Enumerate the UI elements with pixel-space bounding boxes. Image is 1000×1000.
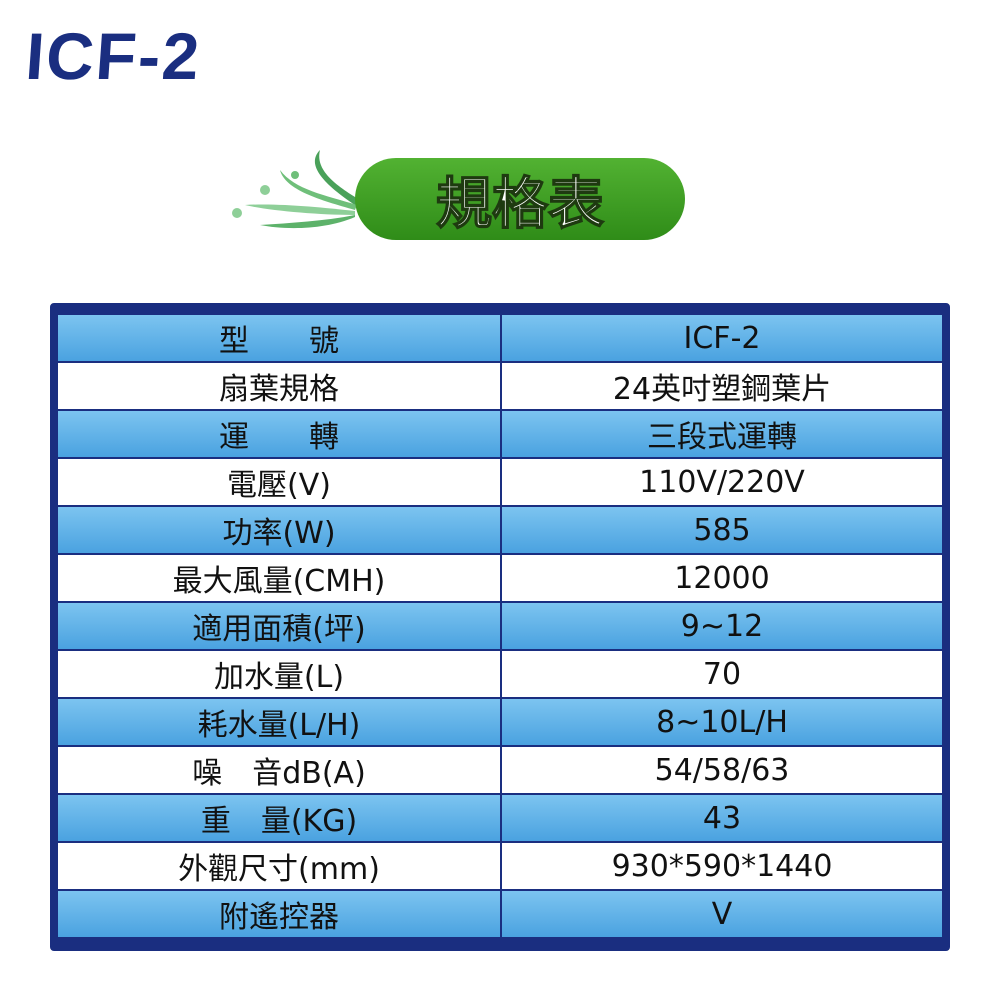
table-row: 適用面積(坪) 9~12 [58, 603, 942, 649]
spec-value: 54/58/63 [502, 747, 942, 793]
table-row: 扇葉規格 24英吋塑鋼葉片 [58, 363, 942, 409]
spec-label: 運 轉 [58, 411, 500, 457]
spec-value: 12000 [502, 555, 942, 601]
spec-value: 585 [502, 507, 942, 553]
title: ICF-2 [23, 19, 204, 93]
spec-label: 外觀尺寸(mm) [58, 843, 500, 889]
spec-label: 最大風量(CMH) [58, 555, 500, 601]
spec-label: 附遙控器 [58, 891, 500, 937]
table-row: 耗水量(L/H) 8~10L/H [58, 699, 942, 745]
table-row: 運 轉三段式運轉 [58, 411, 942, 457]
badge-text: 規格表 [435, 171, 605, 238]
spec-value: 930*590*1440 [502, 843, 942, 889]
table-row: 最大風量(CMH) 12000 [58, 555, 942, 601]
spec-table: 型 號 ICF-2 扇葉規格 24英吋塑鋼葉片運 轉三段式運轉 電壓(V) 110V/22… [50, 303, 950, 951]
spec-label: 耗水量(L/H) [58, 699, 500, 745]
spec-label: 重 量(KG) [58, 795, 500, 841]
spec-label: 噪 音dB(A) [58, 747, 500, 793]
spec-label: 加水量(L) [58, 651, 500, 697]
spec-label: 型 號 [58, 315, 500, 361]
table-row: 加水量(L) 70 [58, 651, 942, 697]
spec-label: 電壓(V) [58, 459, 500, 505]
spec-value: V [502, 891, 942, 937]
spec-value: 9~12 [502, 603, 942, 649]
spec-label: 扇葉規格 [58, 363, 500, 409]
spec-value: 43 [502, 795, 942, 841]
badge: 規格表 [355, 158, 685, 240]
table-row: 外觀尺寸(mm) 930*590*1440 [58, 843, 942, 889]
table-row: 功率(W) 585 [58, 507, 942, 553]
spec-value: 24英吋塑鋼葉片 [502, 363, 942, 409]
table-row: 電壓(V) 110V/220V [58, 459, 942, 505]
spec-value: ICF-2 [502, 315, 942, 361]
spec-value: 110V/220V [502, 459, 942, 505]
splash-decoration [232, 150, 360, 229]
table-row: 型 號 ICF-2 [58, 315, 942, 361]
spec-value: 70 [502, 651, 942, 697]
spec-label: 功率(W) [58, 507, 500, 553]
table-row: 重 量(KG) 43 [58, 795, 942, 841]
spec-label: 適用面積(坪) [58, 603, 500, 649]
table-row: 噪 音dB(A) 54/58/63 [58, 747, 942, 793]
table-row: 附遙控器 V [58, 891, 942, 937]
spec-value: 三段式運轉 [502, 411, 942, 457]
spec-value: 8~10L/H [502, 699, 942, 745]
